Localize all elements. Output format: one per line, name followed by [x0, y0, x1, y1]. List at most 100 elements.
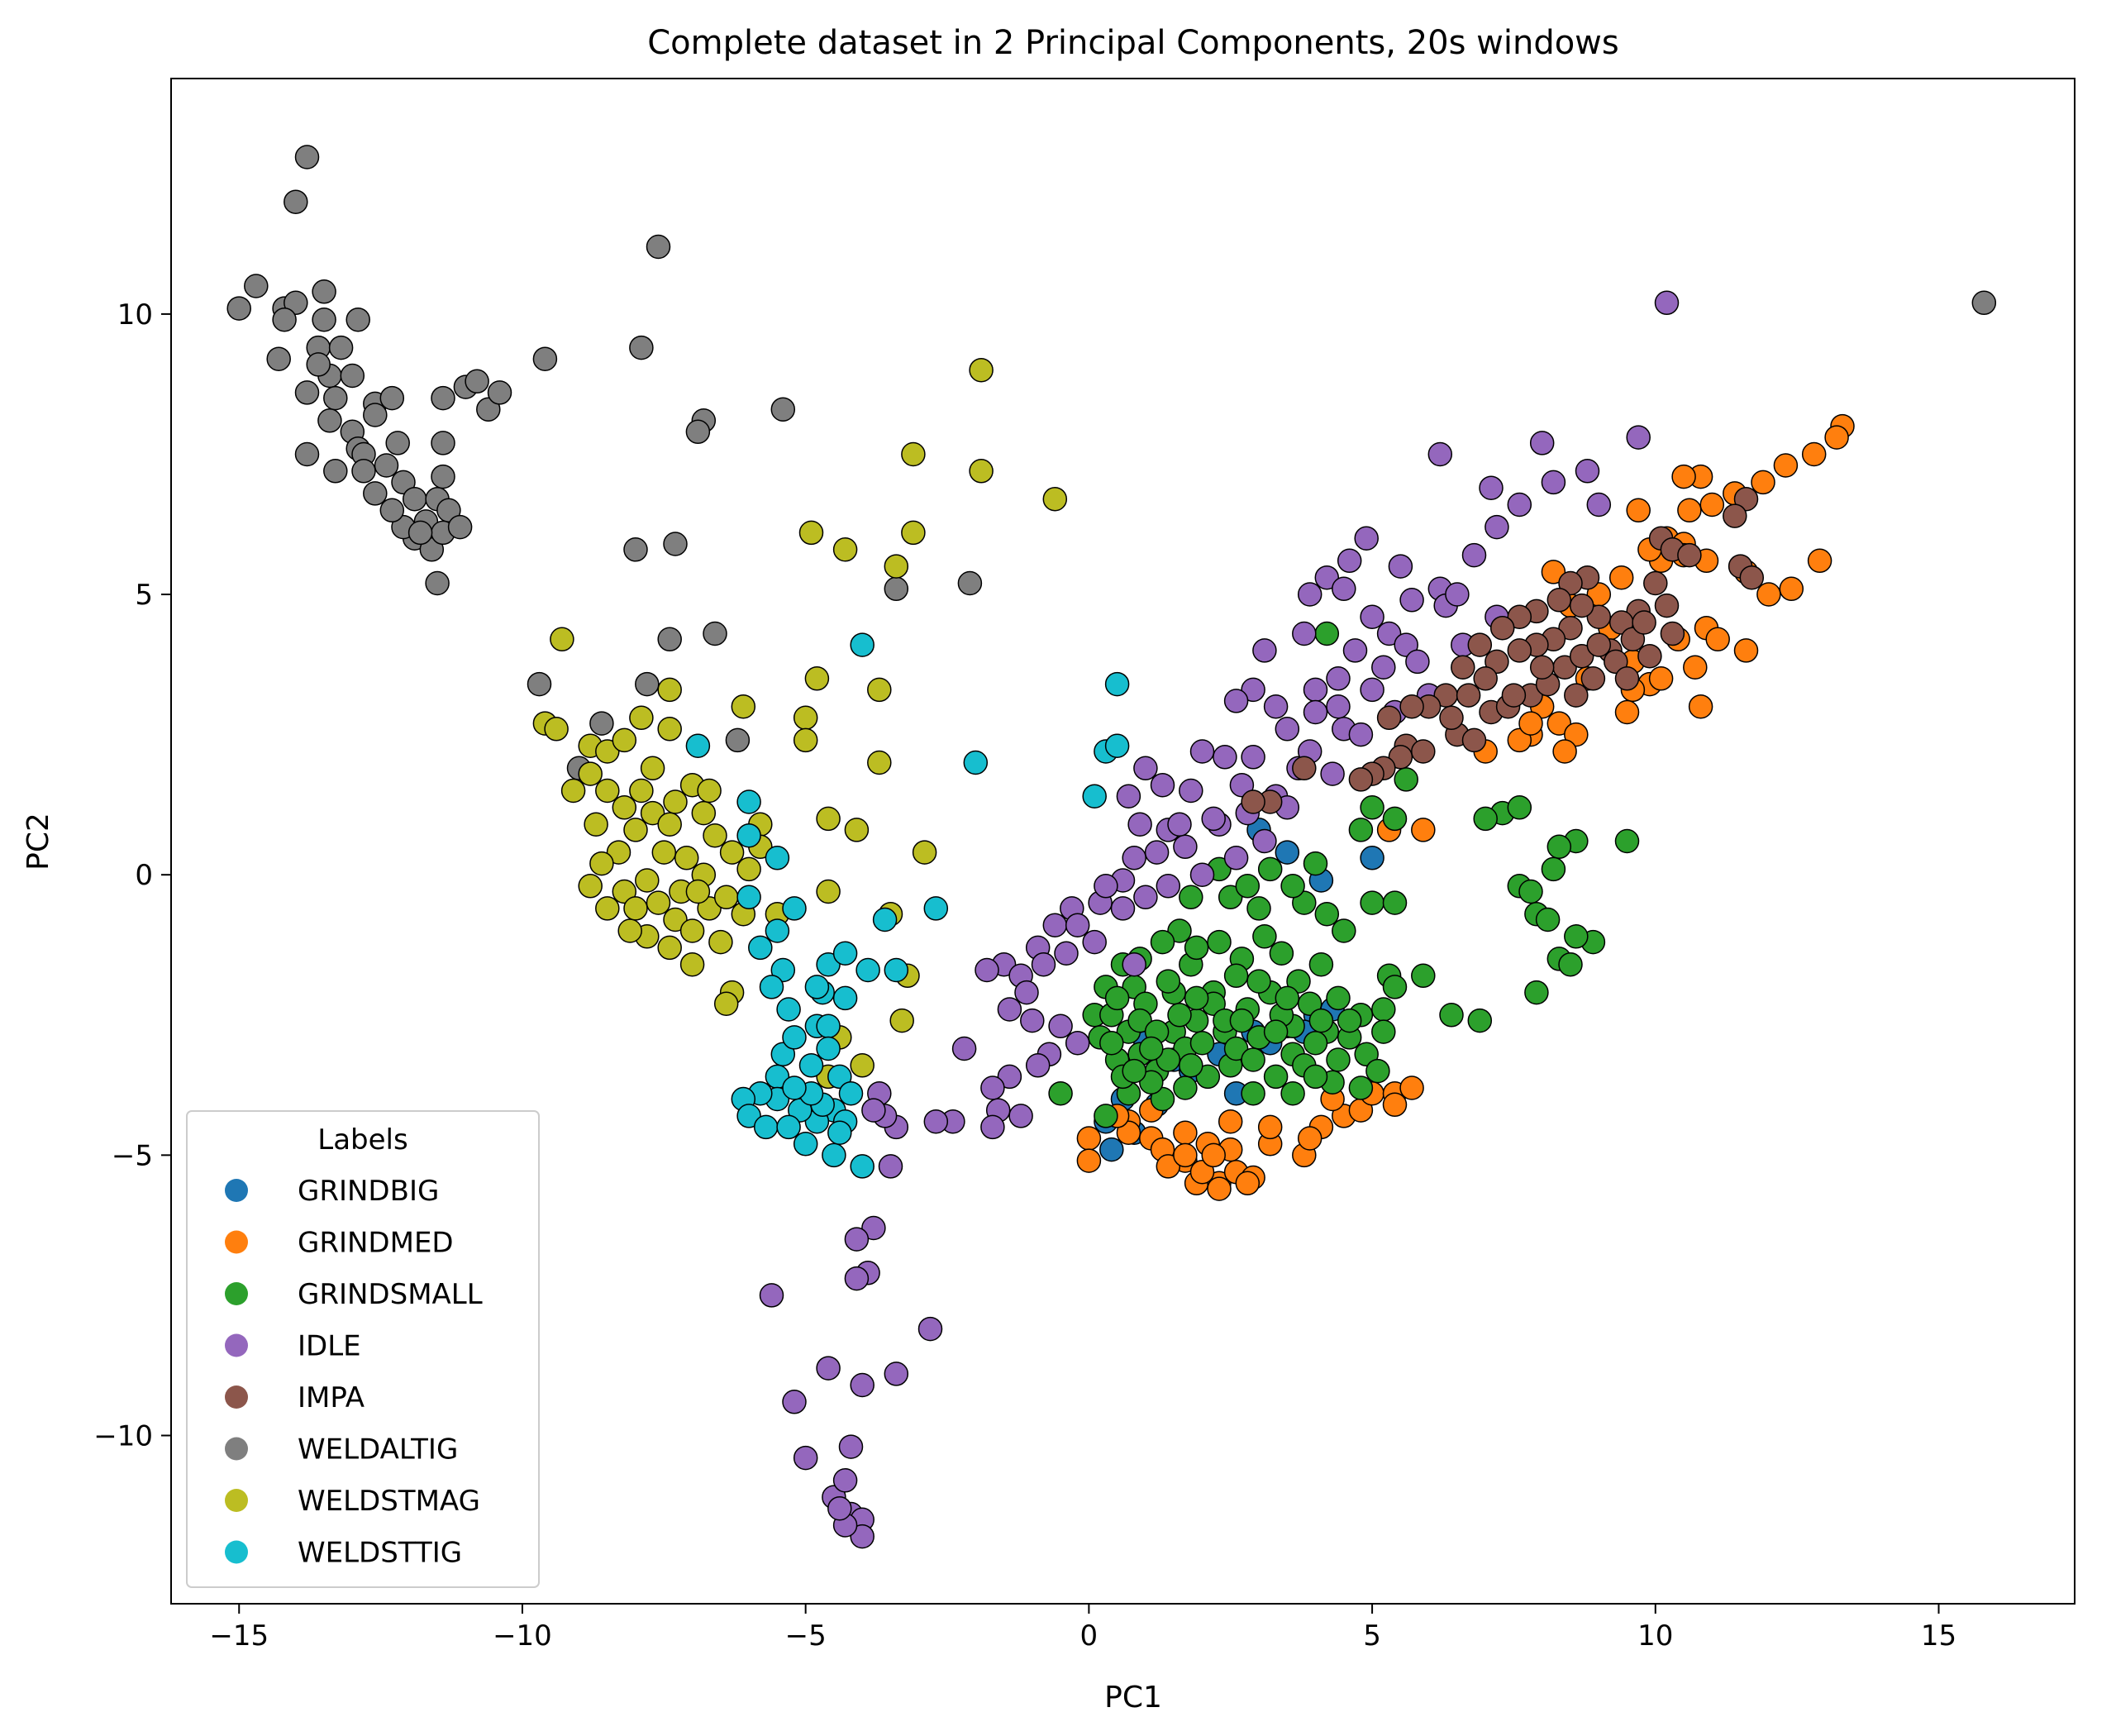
data-point-grindsmall-3	[1546, 834, 1572, 860]
data-point-grindbig-19	[1099, 1137, 1124, 1162]
data-point-idle-28	[1303, 677, 1328, 703]
data-point-impa-56	[1637, 643, 1662, 669]
data-point-grindsmall-28	[1314, 901, 1340, 927]
data-point-grindsmall-97	[1189, 1030, 1215, 1056]
data-point-idle-94	[827, 1495, 852, 1521]
x-tick-label: 5	[1363, 1619, 1381, 1653]
data-point-idle-116	[1241, 745, 1265, 770]
data-point-weldaltig-14	[328, 335, 354, 360]
legend-label-grindbig: GRINDBIG	[298, 1175, 439, 1208]
data-point-idle-31	[1241, 677, 1265, 703]
data-point-idle-114	[1326, 694, 1351, 719]
data-point-weldstmag-47	[697, 896, 722, 921]
data-point-idle-54	[1156, 874, 1181, 899]
data-point-grindmed-27	[1648, 666, 1674, 691]
data-point-weldstmag-58	[816, 879, 841, 904]
data-point-idle-59	[1042, 913, 1068, 937]
data-point-impa-4	[1739, 565, 1765, 590]
data-point-weldaltig-16	[340, 363, 365, 389]
data-point-weldaltig-52	[629, 335, 654, 360]
data-point-weldsttig-20	[855, 957, 880, 983]
data-point-grindsmall-80	[1326, 985, 1351, 1011]
data-point-weldstmag-15	[544, 717, 569, 742]
data-point-idle-30	[1252, 638, 1277, 663]
data-point-idle-117	[1167, 812, 1192, 837]
data-point-grindsmall-71	[1048, 1080, 1073, 1106]
data-point-weldaltig-59	[957, 570, 983, 596]
data-point-grindmed-19	[1733, 638, 1759, 663]
data-point-idle-55	[1133, 885, 1158, 910]
data-point-grindsmall-33	[1167, 918, 1192, 943]
data-point-weldsttig-49	[804, 975, 830, 999]
data-point-idle-101	[1054, 941, 1079, 966]
data-point-grindsmall-26	[1314, 621, 1340, 646]
data-point-weldstmag-45	[663, 907, 688, 932]
data-point-grindmed-38	[1507, 727, 1532, 753]
data-point-weldstmag-48	[713, 885, 739, 910]
data-point-impa-5	[1733, 486, 1759, 512]
x-axis-label: PC1	[1104, 1681, 1162, 1715]
x-axis: −15 −10 −5 0 5 10 15	[209, 1604, 1956, 1653]
data-point-grindmed-75	[1257, 1114, 1283, 1140]
data-point-weldstmag-75	[623, 896, 648, 921]
data-point-weldaltig-5	[244, 274, 269, 298]
legend-label-grindsmall: GRINDSMALL	[298, 1278, 483, 1311]
data-point-weldsttig-42	[793, 1132, 818, 1157]
data-point-weldstmag-43	[589, 851, 614, 876]
data-point-weldstmag-35	[736, 856, 761, 882]
data-point-idle-105	[1201, 806, 1226, 832]
data-point-grindsmall-23	[1382, 806, 1408, 832]
data-point-weldsttig-47	[822, 1142, 846, 1168]
data-point-weldaltig-18	[379, 385, 405, 411]
data-point-grindmed-3	[1773, 453, 1799, 478]
y-tick-label: 10	[117, 298, 153, 331]
data-point-grindmed-77	[1189, 1159, 1215, 1185]
data-point-weldstmag-22	[612, 795, 637, 820]
data-point-weldaltig-44	[431, 464, 455, 489]
data-point-weldsttig-24	[776, 997, 801, 1022]
data-point-weldaltig-68	[351, 459, 376, 484]
data-point-grindsmall-65	[1173, 1075, 1198, 1100]
data-point-weldaltig-2	[284, 189, 308, 214]
legend-label-weldaltig: WELDALTIG	[298, 1433, 458, 1467]
data-point-weldsttig-39	[736, 1104, 761, 1128]
data-point-weldstmag-0	[969, 357, 994, 383]
data-point-grindmed-34	[1546, 711, 1572, 736]
legend-label-impa: IMPA	[298, 1381, 365, 1414]
data-point-impa-36	[1604, 649, 1628, 675]
data-point-grindsmall-88	[1235, 874, 1261, 899]
x-tick-label: −10	[493, 1619, 552, 1653]
data-point-weldaltig-4	[226, 296, 251, 321]
data-point-weldaltig-45	[431, 431, 455, 455]
data-point-grindsmall-8	[1535, 907, 1561, 932]
data-point-grindmed-40	[1541, 560, 1566, 584]
data-point-grindsmall-10	[1558, 951, 1583, 977]
data-point-weldaltig-57	[623, 537, 648, 562]
data-point-grindsmall-95	[1127, 1008, 1152, 1033]
data-point-idle-88	[793, 1445, 818, 1471]
data-point-grindsmall-7	[1518, 879, 1543, 904]
legend-label-grindmed: GRINDMED	[298, 1227, 454, 1260]
data-point-impa-35	[1586, 632, 1612, 657]
data-point-grindmed-80	[1116, 1120, 1141, 1145]
data-point-weldaltig-43	[407, 520, 433, 546]
data-point-weldsttig-7	[736, 789, 761, 814]
data-point-idle-96	[759, 1283, 784, 1308]
data-point-weldstmag-69	[793, 727, 818, 753]
data-point-weldaltig-22	[317, 408, 342, 433]
data-point-idle-41	[1189, 739, 1215, 764]
data-point-weldstmag-44	[646, 890, 671, 915]
data-point-weldaltig-65	[589, 711, 614, 736]
legend-label-weldsttig: WELDSTTIG	[298, 1537, 462, 1570]
data-point-weldaltig-1	[294, 145, 320, 169]
data-point-grindmed-62	[1156, 1154, 1181, 1179]
data-point-grindmed-36	[1552, 739, 1577, 764]
data-point-idle-3	[1529, 431, 1555, 455]
data-point-idle-104	[1144, 840, 1170, 865]
data-point-idle-42	[1179, 778, 1203, 804]
data-point-idle-19	[1360, 604, 1384, 629]
data-point-weldsttig-50	[782, 1025, 807, 1050]
data-point-weldaltig-38	[447, 514, 473, 540]
data-point-grindsmall-105	[1156, 1047, 1181, 1072]
data-point-weldsttig-1	[1104, 671, 1130, 697]
